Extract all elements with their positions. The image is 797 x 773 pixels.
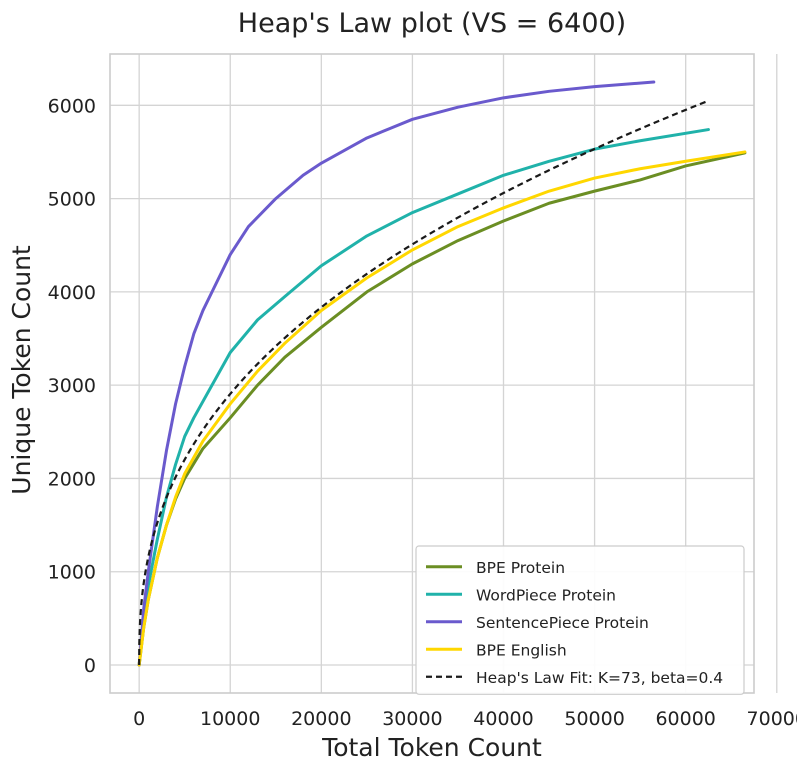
grid-layer: [110, 54, 778, 693]
x-tick-label: 20000: [291, 708, 351, 730]
x-tick-label: 10000: [200, 708, 260, 730]
series-line-wordpiece-protein: [137, 128, 710, 667]
y-axis-label: Unique Token Count: [7, 245, 36, 495]
series-line-heap-s-law-fit-k-73-beta-0-4: [138, 99, 709, 666]
x-tick-label: 40000: [473, 708, 533, 730]
series-line-bpe-english: [137, 150, 747, 667]
y-tick-label: 2000: [48, 468, 96, 490]
legend-entry: Heap's Law Fit: K=73, beta=0.4: [476, 669, 723, 687]
chart-title: Heap's Law plot (VS = 6400): [238, 8, 626, 39]
y-tick-label: 3000: [48, 375, 96, 397]
legend-entry: WordPiece Protein: [476, 586, 616, 604]
x-tick-label: 0: [133, 708, 145, 730]
x-tick-label: 30000: [382, 708, 442, 730]
y-tick-label: 1000: [48, 562, 96, 584]
x-axis-label: Total Token Count: [321, 733, 542, 762]
y-tick-label: 6000: [48, 95, 96, 117]
y-tick-label: 4000: [48, 282, 96, 304]
y-tick-labels: 0 1000 2000 3000 4000 5000 6000: [48, 95, 96, 677]
x-tick-label: 50000: [564, 708, 624, 730]
legend-entry: SentencePiece Protein: [476, 614, 649, 632]
y-tick-label: 0: [84, 655, 96, 677]
legend-entry: BPE Protein: [476, 559, 565, 577]
legend-entry: BPE English: [476, 641, 567, 659]
y-tick-label: 5000: [48, 189, 96, 211]
legend-box: [415, 545, 745, 695]
x-tick-label: 60000: [655, 708, 715, 730]
series-layer: [137, 80, 747, 667]
legend: BPE Protein WordPiece Protein SentencePiec…: [415, 545, 745, 695]
series-line-sentencepiece-protein: [137, 80, 656, 667]
